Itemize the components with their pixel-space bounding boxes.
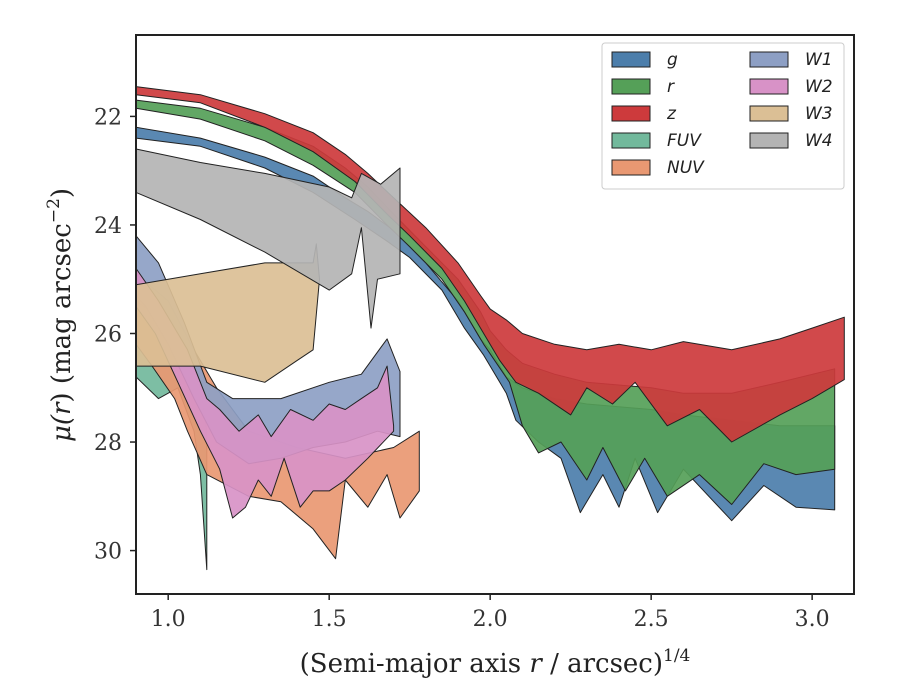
x-axis-label: (Semi-major axis r / arcsec)1/4 [300,646,691,679]
series-band-w2 [135,267,395,519]
legend: grz FUV NUV W1 W2 W3 W4 [601,42,845,190]
legend-swatch-w1 [749,51,789,68]
legend-label-nuv: NUV [667,158,705,178]
legend-label-w2: W2 [805,77,833,97]
legend-label-fuv: FUV [667,131,702,151]
y-axis-label-close: ) [47,188,77,198]
y-tick-label: 26 [94,322,122,347]
legend-label-w1: W1 [805,50,833,70]
series-layer [135,86,845,571]
y-axis-label-var: r [47,401,77,415]
ticks-layer: 1.0 1.5 2.0 2.5 3.0 22 24 26 28 30 [94,105,830,632]
series-band-w4 [135,148,401,329]
legend-label-w3: W3 [805,104,833,124]
legend-label-r: r [667,77,675,97]
y-axis-label-rest: ) (mag arcsec [47,223,77,402]
y-axis-label: μ(r) (mag arcsec−2) [44,188,77,442]
legend-swatch-w3 [749,105,789,122]
y-axis-label-mu: μ( [47,414,77,442]
x-axis-label-power: 1/4 [663,646,690,666]
x-tick-label: 1.0 [151,607,186,632]
x-axis-label-var: r [529,649,543,679]
legend-swatch-r [611,78,651,95]
x-tick-label: 1.5 [312,607,347,632]
y-tick-label: 28 [94,431,122,456]
legend-label-z: z [666,104,677,124]
legend-label-w4: W4 [805,131,833,151]
legend-swatch-g [611,51,651,68]
legend-items: grz FUV NUV W1 W2 W3 W4 [611,50,833,178]
y-tick-label: 22 [94,105,122,130]
x-tick-label: 3.0 [795,607,830,632]
plot-frame [135,34,855,595]
legend-swatch-w4 [749,132,789,149]
legend-swatch-z [611,105,651,122]
y-tick-label: 24 [94,214,122,239]
x-axis-label-unit: / arcsec) [550,649,663,679]
y-tick-label: 30 [94,540,122,565]
x-tick-label: 2.5 [634,607,669,632]
x-axis-label-text: (Semi-major axis [300,649,521,679]
legend-swatch-fuv [611,132,651,149]
series-band-z [135,86,845,443]
legend-swatch-nuv [611,159,651,176]
y-axis-label-sup: −2 [44,198,64,223]
series-band-w3 [135,243,320,383]
x-tick-label: 2.0 [473,607,508,632]
legend-label-g: g [667,50,678,70]
legend-swatch-w2 [749,78,789,95]
